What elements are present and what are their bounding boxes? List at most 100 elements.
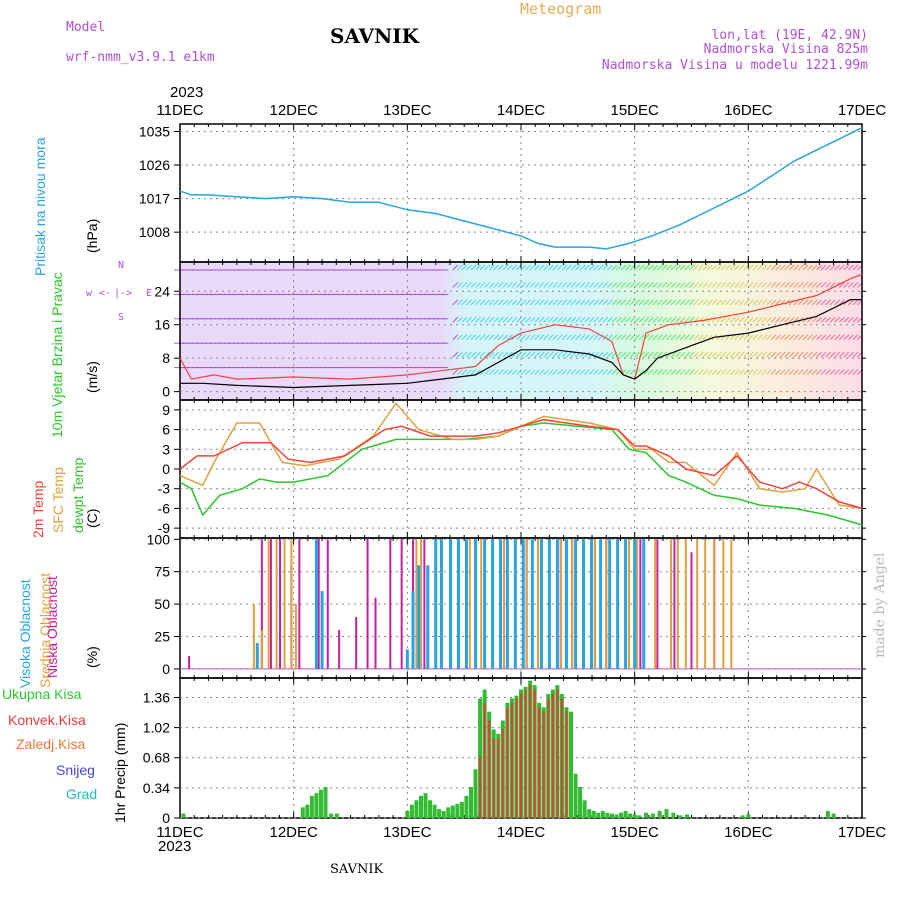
wind-barb — [552, 282, 559, 288]
wind-barb — [552, 316, 559, 323]
wind-barb — [766, 282, 772, 288]
wind-barb — [802, 264, 809, 271]
xtick-label-bottom: 12DEC — [269, 824, 318, 841]
wind-barb — [707, 282, 713, 288]
wind-barb — [538, 316, 545, 323]
wind-barb — [752, 351, 759, 358]
wind-barb — [629, 299, 636, 306]
wind-barb — [647, 334, 654, 341]
wind-barb — [502, 282, 509, 288]
wind-barb — [625, 369, 631, 375]
wind-barb — [757, 282, 763, 288]
wind-barb — [666, 282, 672, 288]
wind-barb — [647, 299, 654, 306]
wind-barb — [838, 369, 845, 375]
precip-conv-bar — [542, 711, 545, 818]
wind-barb — [493, 282, 500, 288]
temp2m-line — [179, 418, 863, 510]
wind-barb — [652, 369, 659, 375]
wind-barb — [720, 369, 727, 375]
wind-barb — [607, 351, 613, 358]
wind-barb — [716, 351, 722, 358]
wind-barb — [807, 351, 813, 358]
wind-barb — [770, 351, 777, 358]
wind-barb — [597, 351, 604, 358]
wind-barb — [566, 264, 572, 271]
wind-barb — [820, 264, 827, 271]
wind-barb — [543, 316, 550, 323]
wind-barb — [757, 369, 763, 375]
precip-ytick-label: 1.36 — [143, 689, 170, 705]
precip-total-bar — [323, 786, 328, 818]
pressure-line — [179, 127, 863, 250]
wind-barb — [570, 282, 577, 288]
precip-total-bar — [609, 813, 614, 818]
wind-barb — [484, 351, 490, 358]
wind-barb — [707, 351, 713, 358]
wind-barb — [657, 351, 663, 358]
wind-barb — [688, 351, 695, 358]
wind-barb — [525, 299, 531, 306]
wind-barb — [502, 369, 509, 375]
wind-barb — [775, 264, 781, 271]
wind-barb — [602, 351, 609, 358]
wind-speed-line — [180, 299, 862, 389]
wind-barb — [747, 351, 754, 358]
wind-barb — [502, 264, 509, 271]
wind-barb — [593, 264, 600, 271]
wind-barb — [634, 299, 641, 306]
wind-barb — [579, 282, 586, 288]
precip-conv-bar — [538, 707, 541, 818]
wind-barb — [520, 351, 527, 358]
wind-barb — [629, 282, 636, 288]
wind-barb — [493, 369, 500, 375]
precip-ytick-label: 0 — [162, 810, 170, 826]
wind-barb — [770, 299, 777, 306]
wind-barb — [552, 299, 559, 306]
precip-total-bar — [418, 795, 423, 818]
wind-barb — [588, 316, 595, 323]
wind-barb — [534, 264, 540, 271]
wind-barb — [679, 351, 686, 358]
wind-barb — [616, 282, 622, 288]
wind-barb — [711, 299, 718, 306]
precip-total-bar — [314, 793, 319, 818]
precip-conv-bar — [483, 702, 486, 818]
wind-barb — [511, 264, 518, 271]
wind-barb — [607, 264, 613, 271]
wind-barb — [825, 264, 831, 271]
wind-barb — [675, 351, 681, 358]
wind-barb — [711, 369, 718, 375]
wind-barb — [597, 316, 604, 323]
wind-barb — [543, 334, 550, 341]
wind-barb — [697, 299, 704, 306]
wind-barb — [670, 369, 677, 375]
precip-total-bar — [831, 813, 836, 818]
wind-barb — [493, 334, 500, 341]
wind-ytick-label: 16 — [154, 317, 170, 333]
xtick-label-top: 12DEC — [269, 102, 318, 119]
wind-barb — [538, 299, 545, 306]
clouds-ytick-label: 50 — [154, 596, 170, 612]
wind-barb — [848, 334, 854, 341]
wind-barb — [807, 264, 813, 271]
precip-total-bar — [632, 814, 637, 818]
wind-barb — [707, 369, 713, 375]
wind-barb — [675, 334, 681, 341]
wind-barb — [757, 264, 763, 271]
wind-barb — [720, 351, 727, 358]
wind-barb — [761, 316, 768, 323]
wind-barb — [720, 264, 727, 271]
wind-barb — [770, 282, 777, 288]
wind-barb — [729, 334, 736, 341]
precip-conv-bar — [515, 698, 518, 818]
wind-barb — [657, 299, 663, 306]
wind-barb — [511, 316, 518, 323]
wind-barb — [456, 351, 463, 358]
xtick-label-bottom: 15DEC — [610, 824, 659, 841]
wind-barb — [711, 264, 718, 271]
xtick-label-bottom: 14DEC — [497, 824, 546, 841]
wind-barb — [557, 334, 563, 341]
wind-barb — [570, 369, 577, 375]
compass-bar: | — [114, 288, 121, 299]
